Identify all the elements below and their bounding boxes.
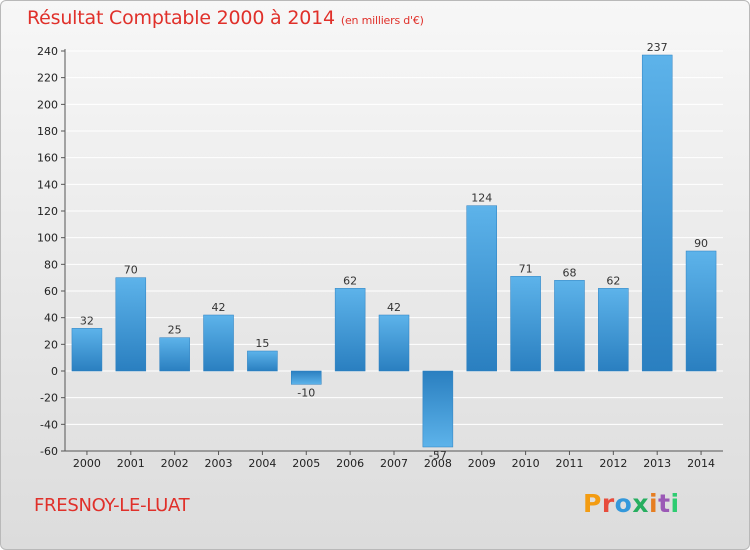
data-label: 42 bbox=[387, 301, 401, 314]
y-tick-label: 40 bbox=[44, 312, 58, 325]
town-name: FRESNOY-LE-LUAT bbox=[34, 495, 190, 516]
logo-letter: r bbox=[601, 489, 615, 518]
bar-2011[interactable] bbox=[554, 280, 585, 372]
proxiti-logo[interactable]: Proxiti bbox=[583, 489, 680, 518]
axis-layer: -60 -40 -20 0 20 40 60 80 100 120 140 160 180 200 220 2… bbox=[37, 45, 723, 470]
bar-2013[interactable] bbox=[641, 54, 673, 372]
logo-letter: i bbox=[670, 489, 680, 518]
data-label: 62 bbox=[343, 274, 357, 287]
y-tick-label: 140 bbox=[37, 178, 58, 191]
data-label: 32 bbox=[80, 314, 94, 327]
x-tick-label: 2009 bbox=[468, 457, 496, 470]
data-label: 42 bbox=[212, 301, 226, 314]
x-tick-label: 2011 bbox=[555, 457, 583, 470]
y-tick-label: 160 bbox=[37, 152, 58, 165]
bar-2014[interactable] bbox=[685, 250, 717, 372]
chart-title-text: Résultat Comptable 2000 à 2014 bbox=[27, 7, 335, 29]
bar-2000[interactable] bbox=[71, 328, 103, 372]
data-label: -10 bbox=[297, 386, 315, 399]
y-tick-label: 0 bbox=[51, 365, 58, 378]
y-tick-label: 60 bbox=[44, 285, 58, 298]
data-label: 15 bbox=[255, 337, 269, 350]
bar-2006[interactable] bbox=[334, 288, 366, 372]
data-label: 62 bbox=[606, 274, 620, 287]
x-tick-label: 2000 bbox=[73, 457, 101, 470]
chart-subtitle: (en milliers d'€) bbox=[340, 14, 424, 27]
y-tick-label: 80 bbox=[44, 258, 58, 271]
y-tick-label: -20 bbox=[40, 392, 58, 405]
data-label: 124 bbox=[471, 192, 492, 205]
x-tick-label: 2007 bbox=[380, 457, 408, 470]
y-tick-label: 200 bbox=[37, 98, 58, 111]
x-tick-label: 2014 bbox=[687, 457, 715, 470]
y-tick-label: 180 bbox=[37, 125, 58, 138]
x-tick-label: 2013 bbox=[643, 457, 671, 470]
bar-2005[interactable] bbox=[291, 370, 322, 385]
bar-2007[interactable] bbox=[378, 314, 410, 372]
y-tick-label: 100 bbox=[37, 232, 58, 245]
y-tick-label: -60 bbox=[40, 445, 58, 458]
y-tick-label: 240 bbox=[37, 45, 58, 58]
x-tick-label: 2003 bbox=[205, 457, 233, 470]
data-label: -57 bbox=[429, 449, 447, 462]
data-label: 68 bbox=[562, 266, 576, 279]
data-label: 71 bbox=[519, 262, 533, 275]
x-tick-label: 2006 bbox=[336, 457, 364, 470]
x-tick-label: 2001 bbox=[117, 457, 145, 470]
grid-layer bbox=[65, 50, 723, 452]
x-tick-label: 2004 bbox=[248, 457, 276, 470]
data-label: 25 bbox=[168, 324, 182, 337]
bar-2008[interactable] bbox=[422, 370, 454, 448]
bar-layer bbox=[71, 54, 717, 448]
bar-2003[interactable] bbox=[203, 314, 234, 372]
logo-letter: t bbox=[658, 489, 671, 518]
bar-2009[interactable] bbox=[466, 205, 497, 372]
data-label: 70 bbox=[124, 264, 138, 277]
x-tick-label: 2012 bbox=[599, 457, 627, 470]
y-tick-label: 120 bbox=[37, 205, 58, 218]
data-label: 237 bbox=[647, 41, 668, 54]
chart-title: Résultat Comptable 2000 à 2014 (en millie… bbox=[27, 7, 424, 29]
logo-letter: i bbox=[649, 489, 659, 518]
logo-letter: x bbox=[632, 489, 649, 518]
bar-2004[interactable] bbox=[247, 350, 278, 372]
x-tick-label: 2005 bbox=[292, 457, 320, 470]
y-tick-label: -40 bbox=[40, 418, 58, 431]
logo-letter: o bbox=[614, 489, 633, 518]
y-tick-label: 20 bbox=[44, 338, 58, 351]
bar-2002[interactable] bbox=[159, 337, 190, 372]
data-label: 90 bbox=[694, 237, 708, 250]
bar-2010[interactable] bbox=[510, 276, 541, 372]
logo-letter: P bbox=[583, 489, 602, 518]
bar-2012[interactable] bbox=[598, 288, 629, 372]
x-tick-label: 2008 bbox=[424, 457, 452, 470]
y-tick-label: 220 bbox=[37, 72, 58, 85]
bar-2001[interactable] bbox=[115, 277, 147, 372]
label-layer: 32 70 25 42 15 -10 62 42 -57 124 71 68 62 237 90 bbox=[80, 41, 708, 462]
x-tick-label: 2002 bbox=[161, 457, 189, 470]
x-tick-label: 2010 bbox=[512, 457, 540, 470]
